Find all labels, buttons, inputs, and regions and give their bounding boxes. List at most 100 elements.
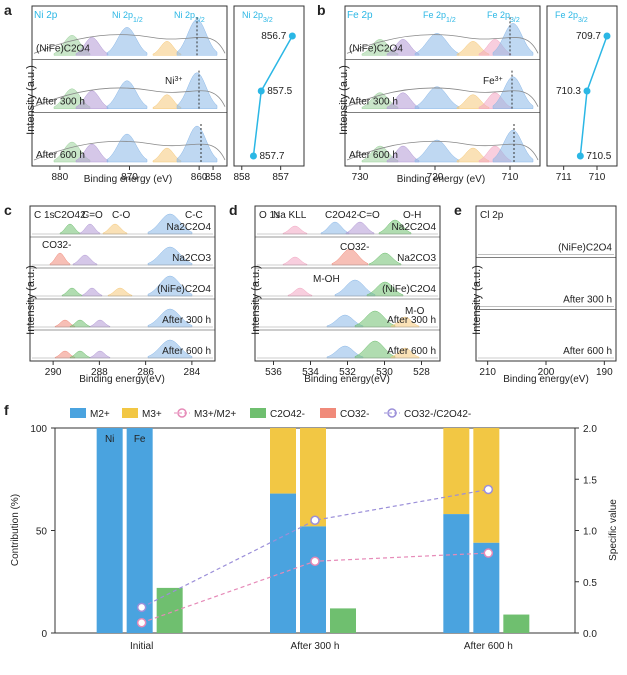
panel-c-ylabel: Intensity (a.u.) [25, 265, 37, 335]
panel-b-ylabel: Intensity (a.u.) [338, 65, 350, 135]
svg-text:M3+/M2+: M3+/M2+ [194, 409, 236, 420]
svg-text:856.7: 856.7 [261, 31, 286, 42]
svg-text:Ni 2p1/2: Ni 2p1/2 [112, 10, 143, 24]
svg-text:CO32-: CO32- [340, 409, 369, 420]
svg-text:After 600 h: After 600 h [162, 346, 211, 357]
svg-text:After 300 h: After 300 h [36, 97, 85, 108]
svg-text:Ni 2p: Ni 2p [34, 10, 58, 21]
panel-b-chart: Fe 2p Fe 2p1/2 Fe 2p3/2 (NiFe)C2O4 After … [313, 0, 627, 185]
svg-text:CO32-/C2O42-: CO32-/C2O42- [404, 409, 471, 420]
svg-text:M-OH: M-OH [313, 274, 340, 285]
svg-text:858: 858 [205, 172, 222, 183]
panel-d-ylabel: Intensity (a.u.) [250, 265, 262, 335]
svg-text:Binding energy(eV): Binding energy(eV) [304, 374, 390, 385]
panel-f: f M2+ M3+ M3+/M2+ C2O42- CO32- CO32-/C2O42- 0… [0, 400, 627, 675]
svg-text:CO32-: CO32- [340, 242, 369, 253]
panel-b-label: b [317, 2, 326, 18]
svg-text:880: 880 [52, 172, 69, 183]
panel-a-chart: Ni 2p Ni 2p1/2 Ni 2p3/2 (NiFe)C2O4After … [0, 0, 313, 185]
panel-a-label: a [4, 2, 12, 18]
svg-text:857.7: 857.7 [259, 151, 284, 162]
svg-text:0: 0 [41, 629, 47, 640]
svg-text:(NiFe)C2O4: (NiFe)C2O4 [157, 284, 211, 295]
svg-text:Na2C2O4: Na2C2O4 [392, 222, 437, 233]
svg-text:(NiFe)C2O4: (NiFe)C2O4 [558, 243, 612, 254]
svg-text:1.5: 1.5 [583, 475, 597, 486]
svg-text:857: 857 [272, 172, 289, 183]
svg-text:Na2CO3: Na2CO3 [397, 253, 436, 264]
svg-text:Binding energy(eV): Binding energy(eV) [503, 374, 589, 385]
svg-text:Contribution (%): Contribution (%) [10, 494, 21, 566]
svg-text:710.5: 710.5 [586, 151, 611, 162]
svg-text:(NiFe)C2O4: (NiFe)C2O4 [382, 284, 436, 295]
svg-text:After 600 h: After 600 h [464, 641, 513, 652]
figure: a Intensity (a.u.) Ni 2p Ni 2p1/2 Ni 2p3… [0, 0, 627, 675]
svg-text:(NiFe)C2O4: (NiFe)C2O4 [349, 43, 403, 54]
svg-text:50: 50 [36, 527, 48, 538]
panel-c-label: c [4, 202, 12, 218]
svg-text:210: 210 [479, 367, 496, 378]
svg-text:After 300 h: After 300 h [291, 641, 340, 652]
svg-text:Cl 2p: Cl 2p [480, 210, 504, 221]
svg-text:After 600 h: After 600 h [387, 346, 436, 357]
svg-text:(NiFe)C2O4: (NiFe)C2O4 [36, 43, 90, 54]
svg-text:Initial: Initial [130, 641, 153, 652]
panel-c: c Intensity (a.u.) C 1s Na2C2O4 Na2CO3 (Ni… [0, 200, 225, 400]
svg-text:Fe 2p1/2: Fe 2p1/2 [423, 10, 456, 24]
svg-text:528: 528 [413, 367, 430, 378]
panel-f-label: f [4, 402, 9, 418]
svg-text:Na KLL: Na KLL [273, 210, 307, 221]
svg-text:190: 190 [596, 367, 613, 378]
svg-text:710: 710 [589, 172, 606, 183]
svg-text:After 300 h: After 300 h [349, 97, 398, 108]
svg-text:536: 536 [265, 367, 282, 378]
svg-text:858: 858 [233, 172, 250, 183]
svg-text:After 600 h: After 600 h [36, 150, 85, 161]
svg-text:709.7: 709.7 [576, 31, 601, 42]
panel-b: b Intensity (a.u.) Fe 2p Fe 2p1/2 Fe 2p3… [313, 0, 627, 200]
svg-text:After 600 h: After 600 h [563, 346, 612, 357]
svg-text:0.0: 0.0 [583, 629, 597, 640]
svg-text:After 300 h: After 300 h [563, 294, 612, 305]
svg-text:C-O: C-O [112, 210, 131, 221]
svg-text:100: 100 [30, 424, 47, 435]
svg-text:0.5: 0.5 [583, 578, 597, 589]
svg-text:After 300 h: After 300 h [162, 315, 211, 326]
svg-text:290: 290 [45, 367, 62, 378]
svg-text:Ni: Ni [105, 434, 114, 445]
svg-text:M3+: M3+ [142, 409, 162, 420]
svg-text:M2+: M2+ [90, 409, 110, 420]
panel-d-label: d [229, 202, 238, 218]
svg-text:C=O: C=O [359, 210, 380, 221]
panel-e: e Intensity (a.u.) Cl 2p (NiFe)C2O4 After… [450, 200, 627, 400]
svg-text:C2O42-: C2O42- [270, 409, 305, 420]
svg-text:857.5: 857.5 [267, 86, 292, 97]
svg-text:Ni3+: Ni3+ [165, 76, 182, 88]
svg-text:Na2C2O4: Na2C2O4 [167, 222, 212, 233]
svg-text:CO32-: CO32- [42, 240, 71, 251]
svg-text:730: 730 [352, 172, 369, 183]
svg-text:710: 710 [502, 172, 519, 183]
svg-text:Binding energy (eV): Binding energy (eV) [84, 174, 172, 185]
panel-f-chart: M2+ M3+ M3+/M2+ C2O42- CO32- CO32-/C2O42- 0 50… [0, 400, 627, 672]
svg-text:C-C: C-C [185, 210, 203, 221]
panel-e-ylabel: Intensity (a.u.) [471, 265, 483, 335]
panel-d: d Intensity (a.u.) O 1s Na2C2O4Na2CO3(Ni… [225, 200, 450, 400]
svg-text:Fe 2p3/2: Fe 2p3/2 [487, 10, 520, 24]
svg-text:After 600 h: After 600 h [349, 150, 398, 161]
svg-text:O-H: O-H [403, 210, 421, 221]
svg-text:Fe 2p: Fe 2p [347, 10, 373, 21]
panel-e-label: e [454, 202, 462, 218]
svg-text:Fe: Fe [134, 434, 146, 445]
svg-text:710.3: 710.3 [556, 86, 581, 97]
panel-a-ylabel: Intensity (a.u.) [25, 65, 37, 135]
svg-text:Binding energy(eV): Binding energy(eV) [79, 374, 165, 385]
svg-text:C 1s: C 1s [34, 210, 55, 221]
svg-text:284: 284 [184, 367, 201, 378]
svg-text:M-O: M-O [405, 306, 425, 317]
svg-text:711: 711 [556, 172, 572, 183]
panel-a: a Intensity (a.u.) Ni 2p Ni 2p1/2 Ni 2p3… [0, 0, 313, 200]
svg-text:Na2CO3: Na2CO3 [172, 253, 211, 264]
svg-text:C2O42-: C2O42- [325, 210, 360, 221]
svg-text:Fe3+: Fe3+ [483, 76, 503, 88]
